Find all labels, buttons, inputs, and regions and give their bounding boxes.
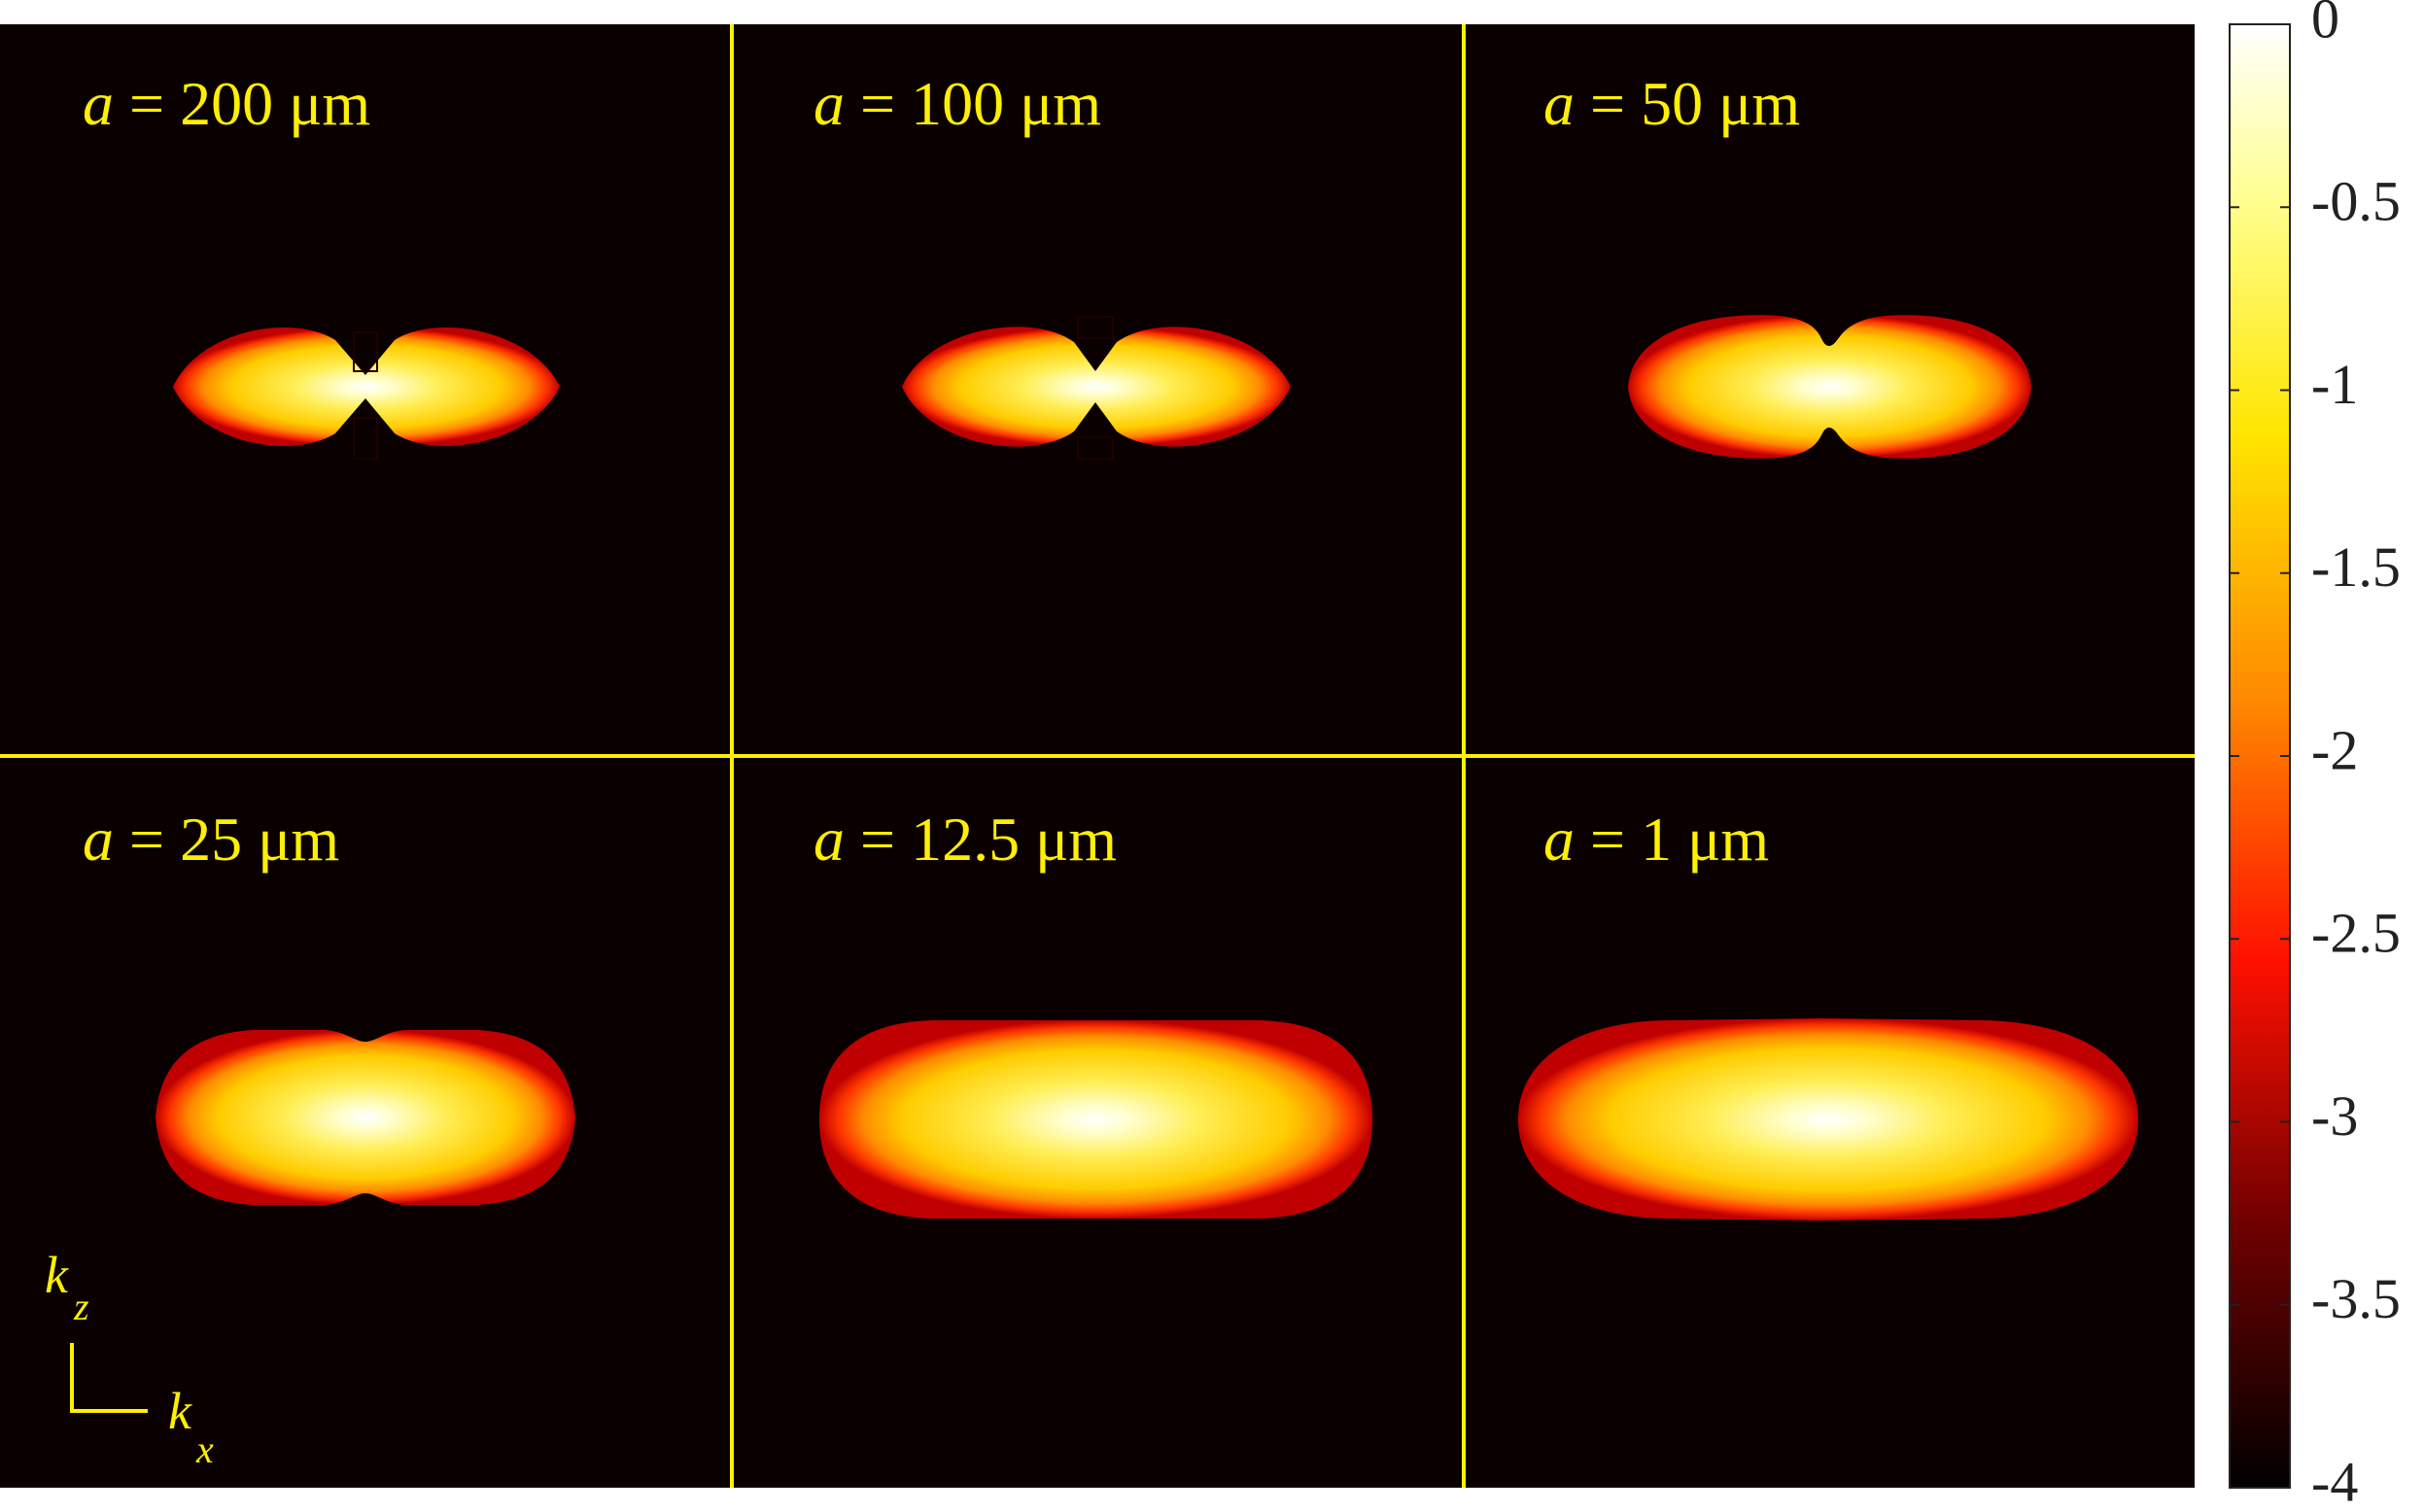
colorbar-tick-label-0: 0 [2311, 0, 2339, 50]
axis-indicator: k z k x [45, 1246, 214, 1471]
panel-labels: a = 200 μm a = 100 μm a = 50 μm a = 25 μ… [83, 69, 1800, 874]
kx-axis-label: k [168, 1382, 192, 1440]
blob-a-1 [1518, 1018, 2138, 1220]
artifact-box-upper-a-200 [353, 331, 378, 372]
blob-a-200 [173, 327, 560, 446]
heatmap-blobs [156, 315, 2138, 1220]
axis-indicator-lines [70, 1343, 148, 1413]
colorbar-tick-label-neg-2-5: -2.5 [2311, 902, 2401, 965]
artifact-box-lower-a-100 [1077, 436, 1114, 460]
artifact-box-upper-a-100 [1077, 316, 1114, 339]
panel-label-a-200: a = 200 μm [83, 69, 370, 138]
colorbar-tick-label-neg-1-5: -1.5 [2311, 535, 2401, 599]
artifact-box-lower-a-200 [353, 417, 378, 460]
kz-axis-subscript: z [73, 1285, 89, 1328]
panel-label-a-25: a = 25 μm [83, 805, 339, 874]
panel-label-a-1: a = 1 μm [1543, 805, 1769, 874]
colorbar-tick-label-neg-4: -4 [2311, 1450, 2358, 1512]
panel-dividers [0, 24, 2195, 1488]
colorbar-tick-label-neg-3: -3 [2311, 1084, 2358, 1148]
blob-a-100 [902, 326, 1291, 447]
colorbar-tick-label-neg-0-5: -0.5 [2311, 170, 2401, 233]
colorbar-ticks: 0 -0.5 -1 -1.5 -2 -2.5 -3 -3.5 -4 [2230, 0, 2401, 1512]
blob-a-25 [156, 1030, 575, 1205]
colorbar-tick-label-neg-3-5: -3.5 [2311, 1267, 2401, 1330]
kx-axis-subscript: x [195, 1427, 214, 1471]
panel-label-a-12-5: a = 12.5 μm [814, 805, 1117, 874]
colorbar-tick-label-neg-1: -1 [2311, 353, 2358, 416]
colorbar-tick-label-neg-2: -2 [2311, 718, 2358, 781]
panel-label-a-50: a = 50 μm [1543, 69, 1800, 138]
kz-axis-label: k [45, 1246, 69, 1304]
blob-a-50 [1628, 315, 2031, 459]
blob-a-12-5 [819, 1020, 1372, 1219]
panel-label-a-100: a = 100 μm [814, 69, 1101, 138]
colorbar-gradient [2229, 23, 2291, 1489]
colorbar: 0 -0.5 -1 -1.5 -2 -2.5 -3 -3.5 -4 [2229, 0, 2401, 1512]
